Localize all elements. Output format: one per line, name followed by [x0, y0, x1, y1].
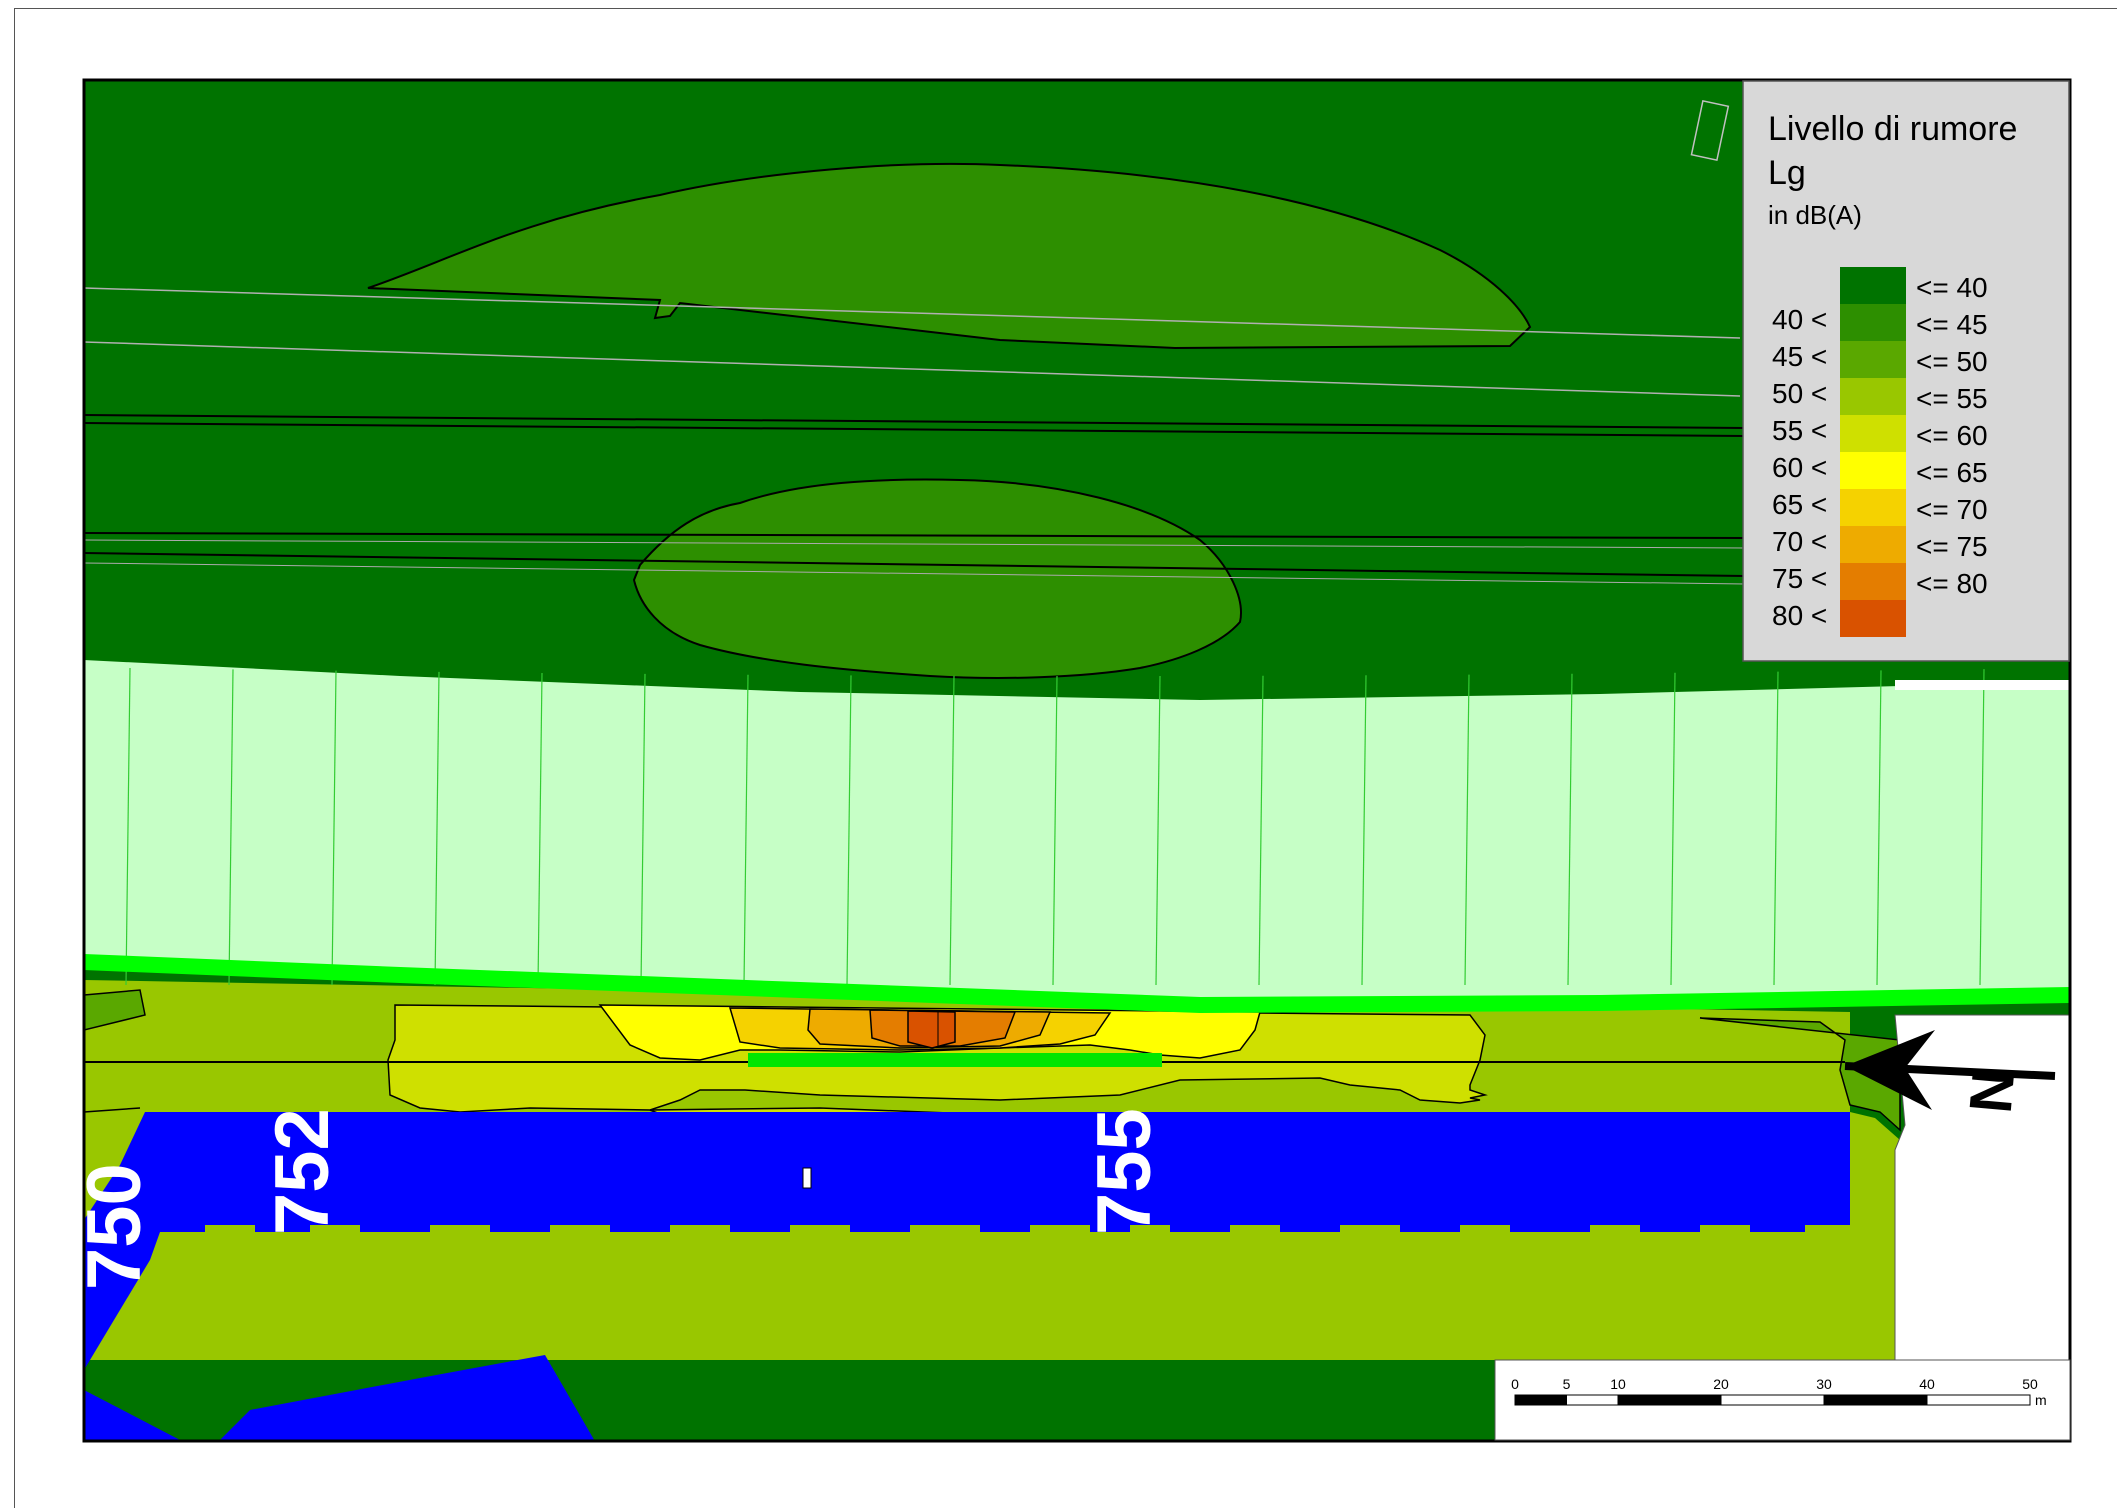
track-line [84, 414, 1746, 429]
wall-segment-line [228, 669, 234, 986]
wall-segment-line [743, 674, 749, 986]
track-line [84, 341, 1741, 397]
wall-segment-line [846, 675, 852, 986]
legend-lower-bound: 55 < [1772, 415, 1827, 446]
noise-barrier [84, 954, 2070, 1014]
north-label: N [1956, 1067, 2027, 1116]
legend-title: Livello di rumore [1768, 110, 2017, 148]
legend-swatch [1840, 304, 1906, 341]
legend-swatch [1840, 378, 1906, 415]
legend-upper-bound: <= 80 [1916, 568, 1988, 599]
legend-unit: in dB(A) [1768, 200, 1862, 230]
wall-segment-line [1155, 675, 1161, 986]
scale-segment [1823, 1394, 1928, 1406]
scale-tick-label: 10 [1610, 1376, 1626, 1392]
scale-segment [1926, 1394, 2031, 1406]
wall-segment-line [1361, 675, 1367, 986]
legend-classes: <= 40 40 < <= 45 45 < <= 50 50 < <= 55 55 < <= 6… [1772, 267, 1988, 637]
legend-upper-bound: <= 50 [1916, 346, 1988, 377]
track-line [84, 532, 1746, 539]
track-line [84, 552, 1746, 577]
legend-lower-bound: 60 < [1772, 452, 1827, 483]
road-secondary [84, 1355, 595, 1441]
scale-segment [1514, 1394, 1567, 1406]
wall-segment-line [1052, 675, 1058, 986]
legend-lower-bound: 50 < [1772, 378, 1827, 409]
km-label-755: 755 [1082, 1108, 1167, 1235]
scale-segment [1566, 1394, 1619, 1406]
legend-swatch [1840, 341, 1906, 378]
receiver-marker [802, 1167, 812, 1189]
wall-segment-line [2083, 668, 2087, 985]
wall-segment-line [949, 675, 955, 986]
legend-lower-bound: 80 < [1772, 600, 1827, 631]
scale-segment [1617, 1394, 1722, 1406]
legend-upper-bound: <= 45 [1916, 309, 1988, 340]
legend-lower-bound: 75 < [1772, 563, 1827, 594]
legend-upper-bound: <= 65 [1916, 457, 1988, 488]
map-sheet [14, 8, 2117, 1508]
wall-segment-line [125, 667, 131, 986]
legend-swatch [1840, 489, 1906, 526]
road [84, 1112, 1850, 1370]
legend-lower-bound: 65 < [1772, 489, 1827, 520]
legend-swatch [1840, 415, 1906, 452]
legend-swatch [1840, 452, 1906, 489]
wall-segment-line [1773, 671, 1779, 986]
legend-lower-bound: 40 < [1772, 304, 1827, 335]
legend-upper-bound: <= 55 [1916, 383, 1988, 414]
wall-segment-line [1464, 674, 1470, 986]
track-line [84, 539, 1746, 549]
north-arrow: N [1844, 1030, 2056, 1116]
scale-bar: 0 5 10 20 30 40 50m [1494, 1359, 2071, 1441]
track-line [84, 287, 1741, 339]
legend-lower-bound: 70 < [1772, 526, 1827, 557]
track-line [84, 562, 1746, 585]
contour-40-45-north [367, 162, 1532, 350]
scale-unit: m [2035, 1392, 2047, 1408]
wall-zone-segments [125, 667, 2087, 986]
wall-segment-line [1876, 670, 1882, 986]
contour-80-plus [907, 1010, 956, 1049]
scale-tick-label: 30 [1816, 1376, 1832, 1392]
contour-45-50 [84, 989, 146, 1031]
map-frame [82, 78, 2072, 1443]
legend-swatch [1840, 267, 1906, 304]
scale-tick-label: 40 [1919, 1376, 1935, 1392]
wall-segment-line [1567, 673, 1573, 986]
wall-segment-line [1258, 675, 1264, 986]
scale-tick-label: 0 [1511, 1376, 1519, 1392]
scale-tick-label: 20 [1713, 1376, 1729, 1392]
legend-upper-bound: <= 60 [1916, 420, 1988, 451]
track-line [84, 422, 1746, 437]
scale-tick-label: 5 [1563, 1376, 1571, 1392]
wall-segment-line [331, 670, 337, 986]
contour-line [84, 1107, 141, 1113]
legend-swatch [1840, 563, 1906, 600]
legend-swatch [1840, 600, 1906, 637]
scale-segment [1720, 1394, 1825, 1406]
legend-swatch [1840, 526, 1906, 563]
legend-lower-bound: 45 < [1772, 341, 1827, 372]
white-area [1895, 680, 2070, 690]
legend-subtitle: Lg [1768, 154, 1806, 192]
legend-upper-bound: <= 40 [1916, 272, 1988, 303]
wall-segment-line [537, 672, 543, 986]
wall-zone [84, 660, 2070, 1005]
wall-segment-line [1670, 672, 1676, 986]
scale-tick-label: 50 [2022, 1376, 2038, 1392]
legend-upper-bound: <= 70 [1916, 494, 1988, 525]
wall-segment-line [1979, 669, 1985, 986]
km-label-750: 750 [72, 1163, 157, 1290]
km-label-752: 752 [260, 1108, 345, 1235]
legend-upper-bound: <= 75 [1916, 531, 1988, 562]
building-outline [1690, 99, 1730, 161]
wall-segment-line [434, 671, 440, 986]
contour-40-45-middle [632, 478, 1242, 679]
wall-segment-line [640, 673, 646, 986]
